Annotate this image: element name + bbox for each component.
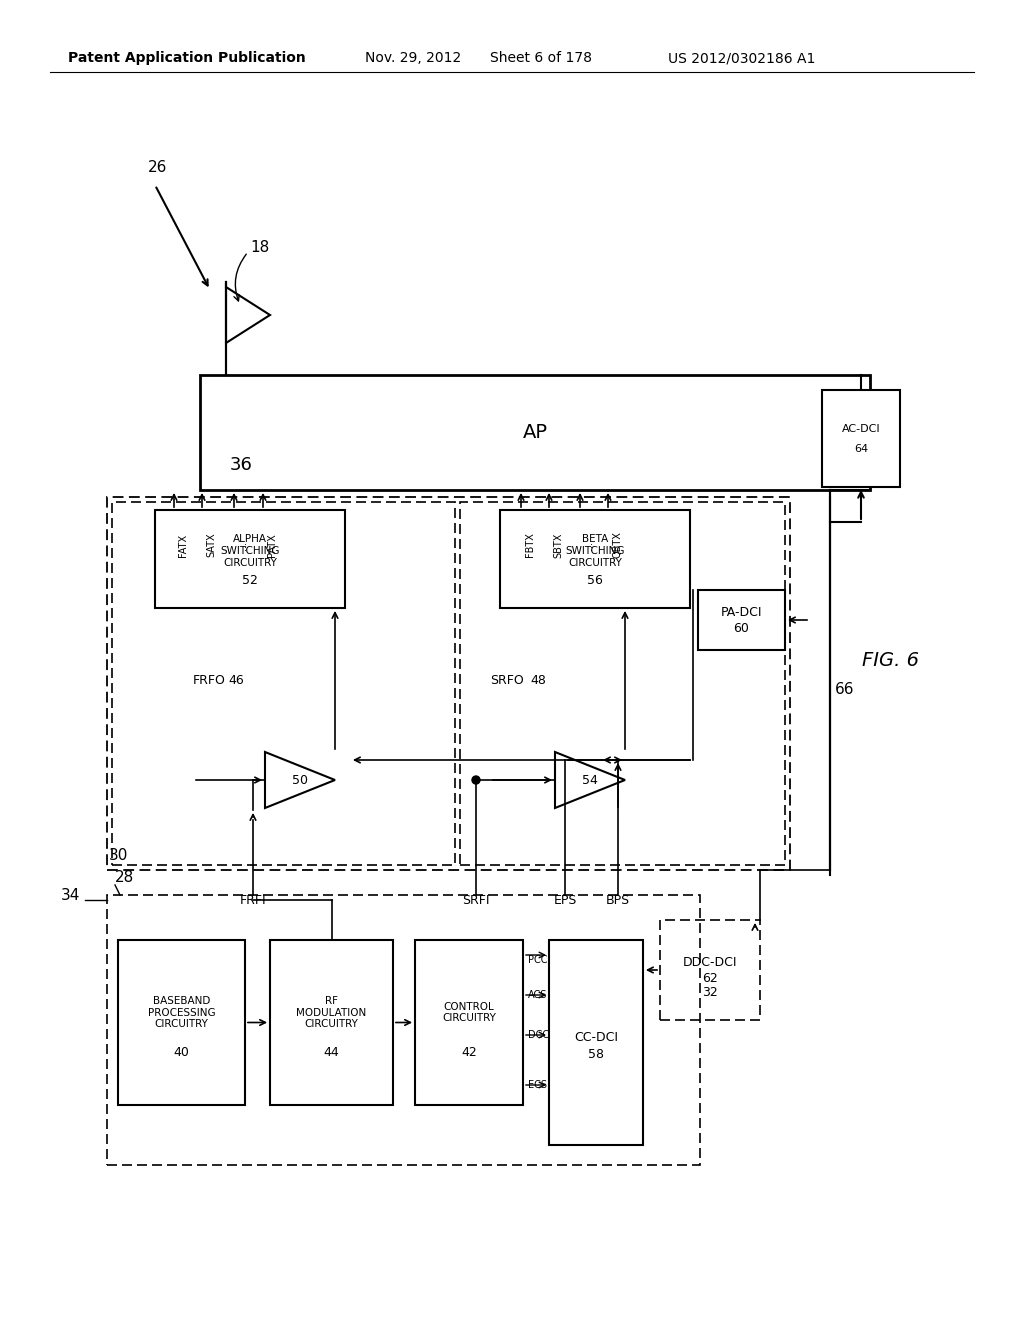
Bar: [112, 502, 455, 865]
Text: BASEBAND
PROCESSING
CIRCUITRY: BASEBAND PROCESSING CIRCUITRY: [147, 995, 215, 1030]
Text: ...: ...: [238, 540, 248, 549]
Bar: [500, 510, 690, 609]
Text: 34: 34: [60, 887, 80, 903]
Text: BETA
SWITCHING
CIRCUITRY: BETA SWITCHING CIRCUITRY: [565, 535, 625, 568]
Text: 50: 50: [292, 774, 308, 787]
Bar: [698, 590, 785, 649]
Text: 58: 58: [588, 1048, 604, 1061]
Bar: [460, 502, 785, 865]
Text: 30: 30: [109, 847, 128, 862]
Text: 56: 56: [587, 574, 603, 587]
Text: PCC: PCC: [528, 954, 548, 965]
Bar: [200, 375, 870, 490]
Text: EPS: EPS: [553, 894, 577, 907]
Circle shape: [472, 776, 480, 784]
Text: QBTX: QBTX: [612, 532, 622, 558]
Bar: [106, 895, 700, 1166]
Text: PATX: PATX: [267, 533, 278, 557]
Text: BPS: BPS: [606, 894, 630, 907]
Text: Patent Application Publication: Patent Application Publication: [68, 51, 306, 65]
Text: AP: AP: [522, 422, 548, 442]
Text: PA-DCI: PA-DCI: [721, 606, 762, 619]
Text: CC-DCI: CC-DCI: [574, 1031, 618, 1044]
Bar: [155, 510, 345, 609]
Text: ALPHA
SWITCHING
CIRCUITRY: ALPHA SWITCHING CIRCUITRY: [220, 535, 280, 568]
Text: 60: 60: [733, 622, 750, 635]
Text: RF
MODULATION
CIRCUITRY: RF MODULATION CIRCUITRY: [296, 995, 367, 1030]
Text: SRFO: SRFO: [490, 673, 523, 686]
Text: DCC: DCC: [528, 1030, 549, 1040]
Text: CONTROL
CIRCUITRY: CONTROL CIRCUITRY: [442, 1002, 496, 1023]
Text: 66: 66: [835, 682, 854, 697]
Text: SBTX: SBTX: [553, 532, 563, 557]
Text: 36: 36: [230, 455, 253, 474]
Text: FRFI: FRFI: [240, 894, 266, 907]
Text: ACS: ACS: [528, 990, 548, 1001]
Text: 54: 54: [582, 774, 598, 787]
Bar: [118, 940, 245, 1105]
Bar: [106, 498, 790, 870]
Text: 46: 46: [228, 673, 244, 686]
Text: 64: 64: [854, 444, 868, 454]
Text: 26: 26: [148, 161, 167, 176]
Text: FIG. 6: FIG. 6: [861, 651, 919, 669]
Text: 52: 52: [242, 574, 258, 587]
Bar: [822, 389, 900, 487]
Text: Sheet 6 of 178: Sheet 6 of 178: [490, 51, 592, 65]
Text: 44: 44: [324, 1045, 339, 1059]
Bar: [415, 940, 523, 1105]
Text: FRFO: FRFO: [193, 673, 226, 686]
Bar: [549, 940, 643, 1144]
Text: 62: 62: [702, 972, 718, 985]
Text: 42: 42: [461, 1045, 477, 1059]
Text: SRFI: SRFI: [462, 894, 489, 907]
Text: Nov. 29, 2012: Nov. 29, 2012: [365, 51, 461, 65]
Text: AC-DCI: AC-DCI: [842, 424, 881, 433]
Text: FATX: FATX: [178, 533, 188, 557]
Text: 18: 18: [250, 240, 269, 256]
Text: ECS: ECS: [528, 1080, 547, 1090]
Text: SATX: SATX: [206, 533, 216, 557]
Text: FBTX: FBTX: [525, 532, 535, 557]
Text: 40: 40: [173, 1045, 189, 1059]
Text: US 2012/0302186 A1: US 2012/0302186 A1: [668, 51, 815, 65]
Text: 28: 28: [115, 870, 134, 886]
Text: ...: ...: [584, 540, 594, 549]
Text: 48: 48: [530, 673, 546, 686]
Bar: [270, 940, 393, 1105]
Text: DDC-DCI: DDC-DCI: [683, 956, 737, 969]
Text: 32: 32: [702, 986, 718, 998]
Bar: [660, 920, 760, 1020]
